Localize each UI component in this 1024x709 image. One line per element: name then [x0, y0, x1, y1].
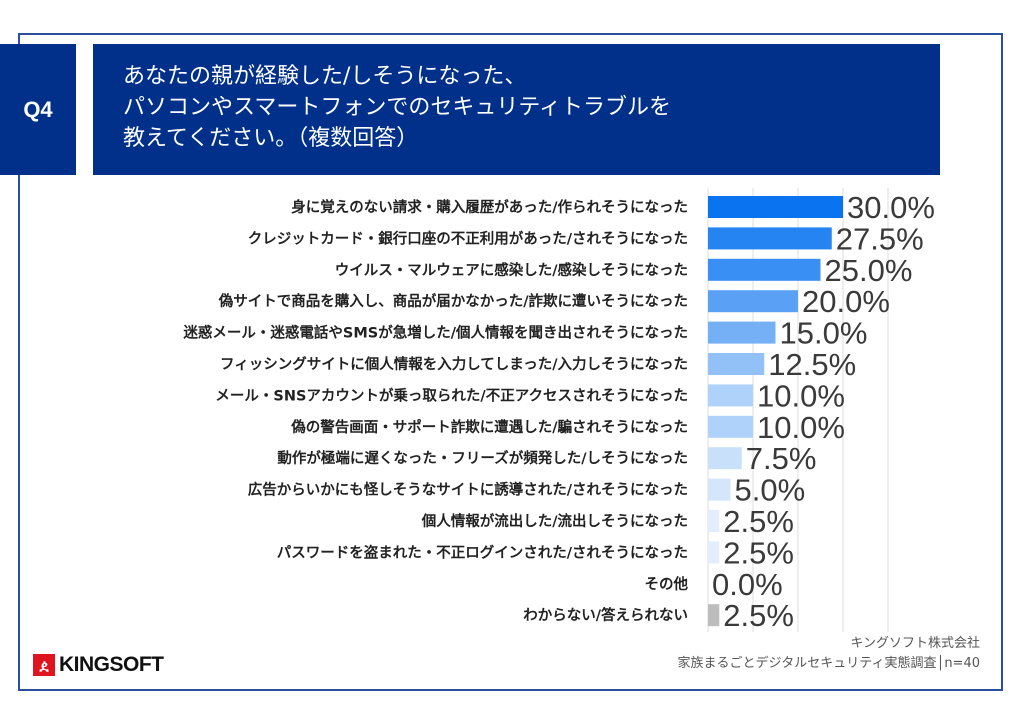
- value-label: 20.0%: [802, 284, 890, 319]
- category-label: 個人情報が流出した/流出しそうになった: [421, 512, 688, 530]
- value-label: 10.0%: [757, 378, 845, 413]
- title-line: 教えてください。（複数回答）: [123, 126, 419, 151]
- category-label: 動作が極端に遅くなった・フリーズが頻発した/しそうになった: [277, 449, 688, 467]
- value-label: 5.0%: [735, 473, 806, 508]
- value-label: 30.0%: [847, 190, 935, 225]
- title-line: パソコンやスマートフォンでのセキュリティトラブルを: [123, 95, 672, 120]
- value-label: 7.5%: [746, 441, 817, 476]
- category-label: わからない/答えられない: [523, 606, 688, 624]
- value-label: 27.5%: [836, 221, 924, 256]
- bar: [708, 478, 731, 501]
- category-label: クレジットカード・銀行口座の不正利用があった/されそうになった: [248, 229, 688, 247]
- bar: [708, 196, 843, 218]
- category-label: メール・SNSアカウントが乗っ取られた/不正アクセスされそうになった: [215, 386, 688, 404]
- question-number: Q4: [0, 44, 76, 175]
- category-label: ウイルス・マルウェアに感染した/感染しそうになった: [335, 261, 688, 279]
- value-label: 15.0%: [780, 316, 868, 351]
- value-label: 2.5%: [723, 535, 794, 570]
- category-label: パスワードを盗まれた・不正ログインされた/されそうになった: [277, 543, 688, 561]
- bar: [708, 290, 798, 313]
- value-label: 2.5%: [723, 598, 794, 633]
- bar: [708, 384, 753, 407]
- logo-mark-icon: ዸ: [33, 654, 55, 676]
- source-company: キングソフト株式会社: [850, 636, 980, 651]
- bar: [708, 510, 720, 532]
- category-label: その他: [645, 575, 689, 593]
- logo-text: KINGSOFT: [59, 653, 164, 676]
- bar: [708, 353, 765, 375]
- category-label: 迷惑メール・迷惑電話やSMSが急増した/個人情報を聞き出されそうになった: [182, 324, 688, 342]
- value-label: 2.5%: [723, 504, 794, 539]
- category-label: 偽サイトで商品を購入し、商品が届かなかった/詐欺に遭いそうになった: [218, 292, 688, 310]
- category-label: 広告からいかにも怪しそうなサイトに誘導された/されそうになった: [248, 481, 688, 499]
- bar: [708, 604, 720, 627]
- question-title: あなたの親が経験した/しそうになった、 パソコンやスマートフォンでのセキュリティ…: [93, 44, 940, 175]
- kingsoft-logo: ዸ KINGSOFT: [33, 653, 164, 677]
- bar: [708, 541, 720, 564]
- value-label: 12.5%: [768, 347, 856, 382]
- bar: [708, 321, 776, 344]
- value-label: 25.0%: [825, 253, 913, 288]
- value-label: 10.0%: [757, 410, 845, 445]
- bar: [708, 415, 753, 438]
- category-label: 身に覚えのない請求・購入履歴があった/作られそうになった: [291, 198, 688, 216]
- value-label: 0.0%: [712, 567, 783, 602]
- bar: [708, 447, 742, 470]
- bar: [708, 227, 832, 250]
- title-line: あなたの親が経験した/しそうになった、: [123, 64, 527, 89]
- category-label: フィッシングサイトに個人情報を入力してしまった/入力しそうになった: [220, 355, 688, 373]
- category-label: 偽の警告画面・サポート詐欺に遭遇した/騙されそうになった: [290, 418, 688, 436]
- source-survey: 家族まるごとデジタルセキュリティ実態調査│n=40: [677, 656, 980, 671]
- bar: [708, 258, 821, 281]
